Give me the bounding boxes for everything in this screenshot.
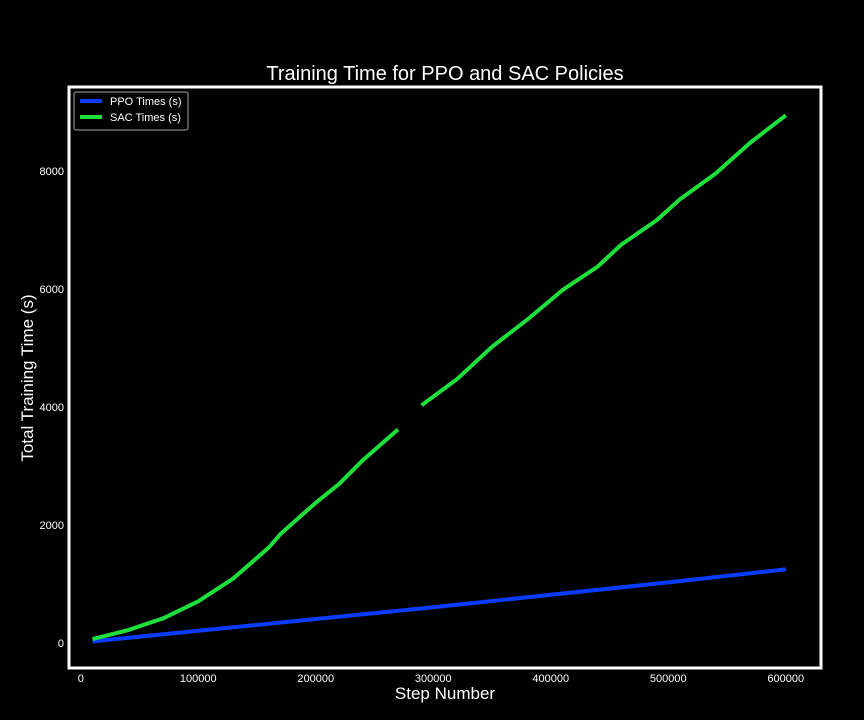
y-tick-label: 6000 — [40, 284, 64, 296]
x-tick-label: 100000 — [180, 673, 217, 685]
x-tick-label: 0 — [78, 673, 84, 685]
legend: PPO Times (s) SAC Times (s) — [73, 91, 189, 131]
y-tick-label: 4000 — [40, 402, 64, 414]
chart-title: Training Time for PPO and SAC Policies — [266, 63, 623, 85]
x-tick-label: 500000 — [650, 673, 687, 685]
series-line-ppo — [92, 567, 787, 644]
legend-label: SAC Times (s) — [110, 112, 181, 124]
axis-ticks: 0 100000 200000 300000 400000 500000 600000 0 20… — [40, 166, 805, 685]
y-tick-label: 0 — [58, 638, 64, 650]
y-axis-title: Total Training Time (s) — [18, 294, 37, 461]
x-tick-label: 300000 — [415, 673, 452, 685]
plot-frame — [67, 85, 823, 670]
x-tick-label: 600000 — [767, 673, 804, 685]
series-line-sac — [92, 113, 788, 642]
legend-label: PPO Times (s) — [110, 96, 182, 108]
x-tick-label: 200000 — [297, 673, 334, 685]
x-axis-title: Step Number — [395, 684, 495, 703]
legend-box — [73, 91, 189, 131]
y-tick-label: 2000 — [40, 520, 64, 532]
y-tick-label: 8000 — [40, 166, 64, 178]
x-tick-label: 400000 — [532, 673, 569, 685]
series-layer — [92, 113, 788, 644]
